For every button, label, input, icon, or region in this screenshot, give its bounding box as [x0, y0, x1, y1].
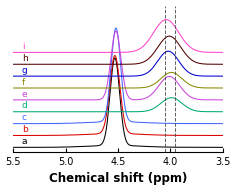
Text: b: b — [22, 125, 27, 134]
Text: g: g — [22, 66, 27, 75]
Text: d: d — [22, 101, 27, 110]
Text: h: h — [22, 54, 27, 63]
Text: i: i — [22, 42, 24, 51]
X-axis label: Chemical shift (ppm): Chemical shift (ppm) — [49, 172, 187, 185]
Text: f: f — [22, 78, 25, 87]
Text: a: a — [22, 137, 27, 146]
Text: c: c — [22, 113, 27, 122]
Text: e: e — [22, 90, 27, 99]
